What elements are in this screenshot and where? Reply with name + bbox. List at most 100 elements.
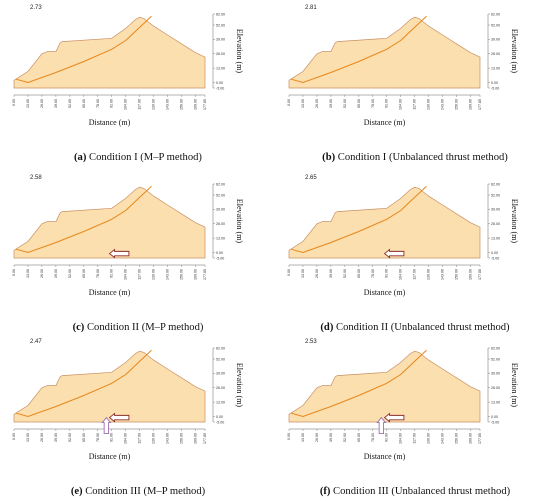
x-tick-label: 52.00 — [343, 433, 347, 442]
horizontal-load-arrow — [108, 412, 130, 423]
x-tick-label: 130.00 — [152, 433, 156, 444]
horizontal-load-arrow — [108, 248, 130, 259]
caption-text: Condition I (M–P method) — [86, 152, 202, 163]
x-tick-label: 143.00 — [166, 433, 170, 444]
x-tick-label: 39.00 — [329, 433, 333, 442]
y-tick-label: 52.00 — [491, 23, 500, 27]
x-tick-label: 117.00 — [138, 433, 142, 444]
safety-factor-label: 2.47 — [30, 339, 42, 345]
x-tick-label: 78.00 — [371, 269, 375, 278]
y-tick-label: 13.00 — [491, 400, 500, 404]
caption-letter: (a) — [74, 152, 87, 163]
x-tick-label: 177.85 — [203, 99, 207, 110]
x-tick-label: 52.00 — [68, 433, 72, 442]
x-tick-label: 169.00 — [468, 433, 472, 444]
x-tick-label: 26.00 — [40, 99, 44, 108]
y-tick-label: 62.00 — [491, 346, 500, 350]
x-tick-label: 104.00 — [399, 99, 403, 110]
x-tick-label: 91.00 — [110, 433, 114, 442]
safety-factor-label: 2.65 — [305, 175, 317, 181]
y-tick-label: 13.00 — [216, 236, 225, 240]
slip-surface-line — [290, 185, 427, 254]
x-tick-label: 26.00 — [315, 433, 319, 442]
caption-text: Condition II (Unbalanced thrust method) — [333, 322, 510, 333]
y-tick-label: -5.00 — [491, 420, 499, 424]
caption-text: Condition III (Unbalanced thrust method) — [330, 486, 510, 497]
x-axis-title: Distance (m) — [89, 288, 131, 297]
x-tick-label: 26.00 — [315, 99, 319, 108]
slip-surface-line — [15, 185, 152, 254]
x-tick-label: 104.00 — [124, 433, 128, 444]
y-tick-label: 0.00 — [216, 81, 223, 85]
y-tick-label: 52.00 — [216, 357, 225, 361]
x-tick-label: 143.00 — [441, 269, 445, 280]
x-tick-label: 65.00 — [82, 269, 86, 278]
y-tick-label: 13.00 — [491, 66, 500, 70]
x-tick-label: 91.00 — [385, 269, 389, 278]
panel-caption: (f) Condition III (Unbalanced thrust met… — [320, 486, 511, 497]
chart-panel: 2.47 0.00 13.00 26.00 39.00 52.00 65.00 78.00 91… — [12, 339, 244, 497]
y-tick-label: -5.00 — [491, 86, 499, 90]
safety-factor-label: 2.58 — [30, 175, 42, 181]
y-tick-label: 62.00 — [216, 182, 225, 186]
x-tick-label: 39.00 — [54, 269, 58, 278]
y-tick-label: 52.00 — [491, 193, 500, 197]
y-tick-label: 26.00 — [491, 52, 500, 56]
x-axis-title: Distance (m) — [364, 452, 406, 461]
vertical-load-arrow — [101, 416, 112, 435]
panel-caption: (c) Condition II (M–P method) — [73, 322, 204, 333]
y-tick-label: 13.00 — [491, 236, 500, 240]
x-tick-label: 169.00 — [193, 269, 197, 280]
caption-letter: (c) — [73, 322, 85, 333]
safety-factor-label: 2.53 — [305, 339, 317, 345]
y-tick-label: 39.00 — [216, 208, 225, 212]
x-tick-label: 130.00 — [152, 269, 156, 280]
x-tick-label: 169.00 — [468, 269, 472, 280]
x-axis-title: Distance (m) — [364, 288, 406, 297]
slip-surface-line — [15, 349, 152, 418]
x-tick-label: 156.00 — [180, 99, 184, 110]
x-tick-label: 169.00 — [468, 99, 472, 110]
x-axis-title: Distance (m) — [364, 118, 406, 127]
y-tick-label: 0.00 — [216, 251, 223, 255]
x-tick-label: 156.00 — [455, 269, 459, 280]
caption-text: Condition III (M–P method) — [83, 486, 206, 497]
x-tick-label: 117.00 — [413, 269, 417, 280]
x-tick-label: 130.00 — [152, 99, 156, 110]
chart-panel: 2.53 0.00 13.00 26.00 39.00 52.00 65.00 78.00 91… — [287, 339, 519, 497]
x-tick-label: 177.85 — [203, 433, 207, 444]
y-tick-label: 52.00 — [216, 193, 225, 197]
y-tick-label: 62.00 — [216, 346, 225, 350]
y-tick-label: -5.00 — [491, 256, 499, 260]
y-tick-label: 39.00 — [491, 208, 500, 212]
x-tick-label: 13.00 — [301, 269, 305, 278]
x-tick-label: 156.00 — [180, 433, 184, 444]
safety-factor-label: 2.81 — [305, 5, 317, 11]
x-tick-label: 91.00 — [385, 99, 389, 108]
x-tick-label: 78.00 — [96, 433, 100, 442]
x-tick-label: 65.00 — [82, 99, 86, 108]
x-tick-label: 65.00 — [357, 269, 361, 278]
y-tick-label: 62.00 — [491, 182, 500, 186]
y-tick-label: 0.00 — [491, 251, 498, 255]
x-tick-label: 143.00 — [441, 99, 445, 110]
x-tick-label: 78.00 — [371, 99, 375, 108]
vertical-load-arrow — [376, 416, 387, 435]
y-tick-label: 62.00 — [216, 12, 225, 16]
x-tick-label: 169.00 — [193, 99, 197, 110]
y-tick-label: 13.00 — [216, 66, 225, 70]
x-tick-label: 143.00 — [166, 99, 170, 110]
y-tick-label: 26.00 — [216, 52, 225, 56]
x-tick-label: 169.00 — [193, 433, 197, 444]
panel-caption: (b) Condition I (Unbalanced thrust metho… — [322, 152, 508, 163]
caption-text: Condition II (M–P method) — [84, 322, 204, 333]
safety-factor-label: 2.73 — [30, 5, 42, 11]
caption-letter: (d) — [320, 322, 333, 333]
y-tick-label: -5.00 — [216, 256, 224, 260]
x-tick-label: 0.00 — [12, 433, 16, 440]
x-tick-label: 117.00 — [413, 99, 417, 110]
x-tick-label: 104.00 — [124, 269, 128, 280]
y-tick-label: 0.00 — [491, 81, 498, 85]
x-tick-label: 177.85 — [478, 269, 482, 280]
x-tick-label: 130.00 — [427, 99, 431, 110]
